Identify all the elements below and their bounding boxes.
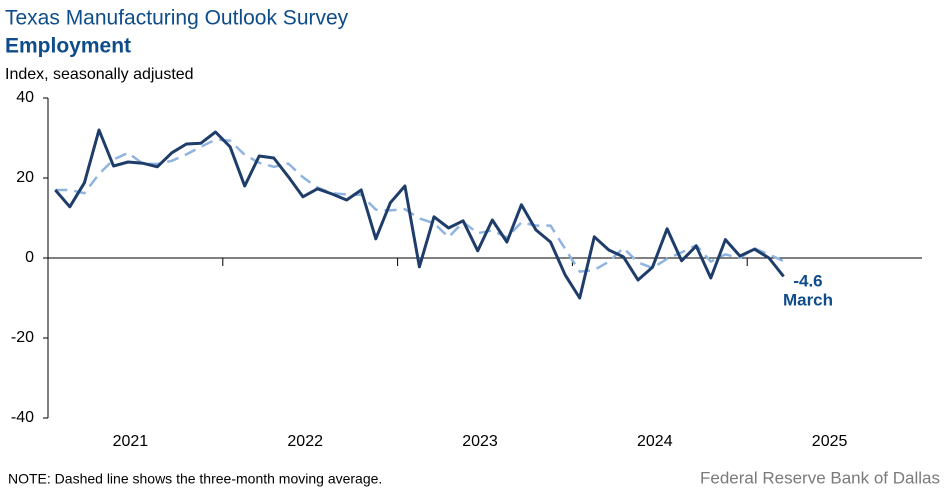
x-tick-label: 2022 [287,433,323,450]
annotation: -4.6 [793,271,822,290]
chart-subtitle: Employment [5,35,131,58]
y-tick-label: 40 [16,89,34,106]
x-tick-label: 2021 [113,433,149,450]
x-tick-label: 2024 [637,433,673,450]
series-line [55,138,785,273]
x-tick-label: 2023 [462,433,498,450]
y-tick-label: 20 [16,169,34,186]
source: Federal Reserve Bank of Dallas [700,468,940,487]
y-tick-label: -40 [11,409,34,426]
series-line [54,128,785,300]
annotation: March [783,290,833,309]
y-tick-label: -20 [11,329,34,346]
note: NOTE: Dashed line shows the three-month … [8,471,382,487]
y-tick-label: 0 [25,249,34,266]
y-axis-label: Index, seasonally adjusted [5,66,194,83]
x-tick-label: 2025 [812,433,848,450]
chart-title: Texas Manufacturing Outlook Survey [5,7,349,30]
